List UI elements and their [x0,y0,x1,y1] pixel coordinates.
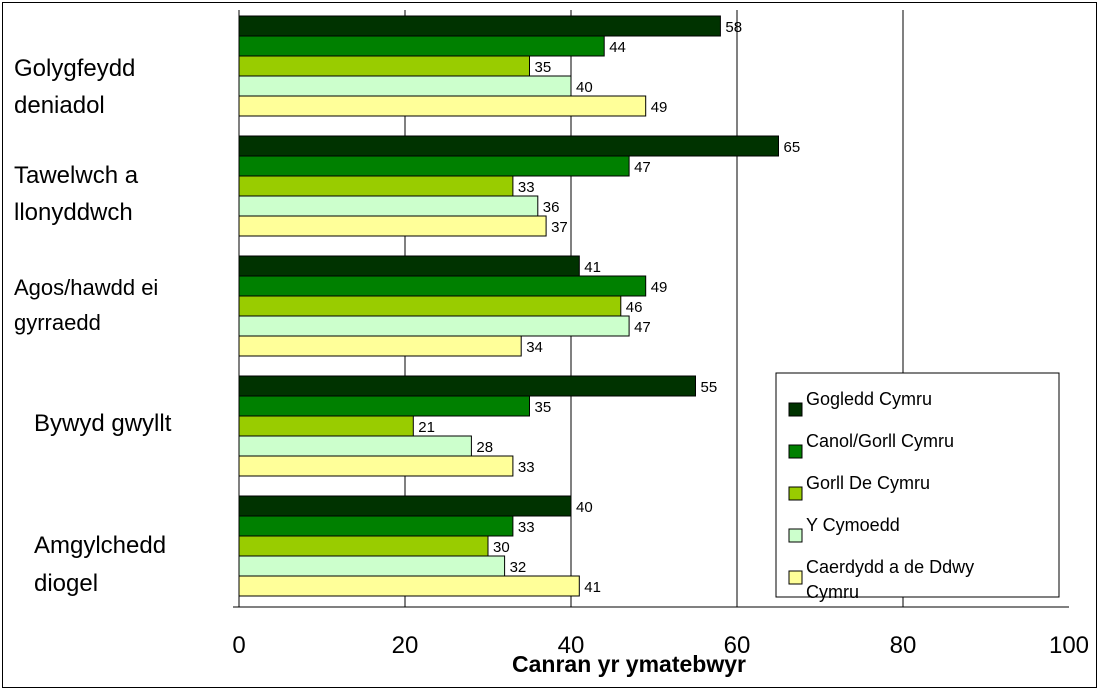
data-label: 40 [576,499,593,516]
bar [238,375,696,397]
legend-swatch [788,444,803,459]
legend-label: Gorll De Cymru [806,473,930,493]
data-label: 44 [609,39,626,56]
category-label: gyrraedd [14,310,101,335]
legend-label: Canol/Gorll Cymru [806,431,954,451]
legend: Gogledd Cymru Canol/Gorll Cymru Gorll De C… [775,372,1060,602]
legend-item: Gogledd Cymru [788,389,932,417]
bar [238,15,721,37]
legend-swatch [788,528,803,543]
bar [238,175,514,197]
bar-group: 65 47 33 36 37 [238,135,801,237]
bar-groups: 58 44 35 40 49 65 47 33 36 37 41 49 46 47 34 55 35 21 28 33… [238,15,801,597]
data-label: 34 [526,339,543,356]
data-label: 49 [651,279,668,296]
legend-item: Caerdydd a de Ddwy Cymru [788,557,974,602]
bar [238,55,530,77]
category-label: Bywyd gwyllt [34,410,172,437]
data-label: 40 [576,79,593,96]
bar [238,255,580,277]
bar-group: 58 44 35 40 49 [238,15,742,117]
x-tick-label: 100 [1049,632,1089,659]
bar [238,435,472,457]
data-label: 41 [584,259,601,276]
bar-group: 55 35 21 28 33 [238,375,718,477]
legend-label: Cymru [806,582,859,602]
legend-swatch [788,570,803,585]
category-label: llonyddwch [14,199,133,226]
data-label: 35 [535,59,552,76]
legend-label: Y Cymoedd [806,515,900,535]
bar [238,575,580,597]
bar [238,295,622,317]
x-tick-label: 60 [724,632,751,659]
data-label: 33 [518,519,535,536]
category-label: diogel [34,570,98,597]
bar [238,275,647,297]
legend-box [775,372,1060,598]
legend-item: Y Cymoedd [788,515,900,543]
data-label: 58 [725,19,742,36]
bar [238,335,522,357]
data-label: 30 [493,539,510,556]
x-tick-labels: 0 20 40 60 80 100 [232,632,1089,659]
data-label: 55 [701,379,718,396]
bar [238,95,647,117]
bar [238,195,539,217]
data-label: 21 [418,419,435,436]
x-tick-label: 40 [558,632,585,659]
bar [238,415,414,437]
category-label: Agos/hawdd ei [14,275,158,300]
x-tick-label: 20 [392,632,419,659]
data-label: 41 [584,579,601,596]
category-label: Golygfeydd [14,55,135,82]
bar [238,395,530,417]
data-label: 28 [476,439,493,456]
bar [238,535,489,557]
x-axis-title: Canran yr ymatebwyr [512,651,746,677]
bar [238,155,630,177]
data-label: 49 [651,99,668,116]
bar [238,35,605,57]
data-label: 35 [535,399,552,416]
bar [238,75,572,97]
bar-group: 41 49 46 47 34 [238,255,668,357]
data-label: 33 [518,179,535,196]
legend-swatch [788,486,803,501]
x-tick-label: 0 [232,632,245,659]
category-label: Amgylchedd [34,532,166,559]
data-label: 65 [784,139,801,156]
category-label: Tawelwch a [14,162,139,189]
data-label: 46 [626,299,643,316]
legend-item: Canol/Gorll Cymru [788,431,954,459]
legend-item: Gorll De Cymru [788,473,930,501]
legend-label: Gogledd Cymru [806,389,932,409]
data-label: 33 [518,459,535,476]
bar [238,515,514,537]
bar [238,215,547,237]
axes [233,10,1069,608]
category-label: deniadol [14,92,105,119]
category-labels: Golygfeydd deniadol Tawelwch a llonyddwch Ag… [14,55,172,597]
x-tick-label: 80 [890,632,917,659]
bar [238,555,506,577]
data-label: 47 [634,319,651,336]
legend-swatch [788,402,803,417]
data-label: 36 [543,199,560,216]
legend-label: Caerdydd a de Ddwy [806,557,974,577]
bar [238,315,630,337]
bar [238,135,779,157]
data-label: 37 [551,219,568,236]
data-label: 47 [634,159,651,176]
bar [238,455,514,477]
bar [238,495,572,517]
data-label: 32 [510,559,527,576]
